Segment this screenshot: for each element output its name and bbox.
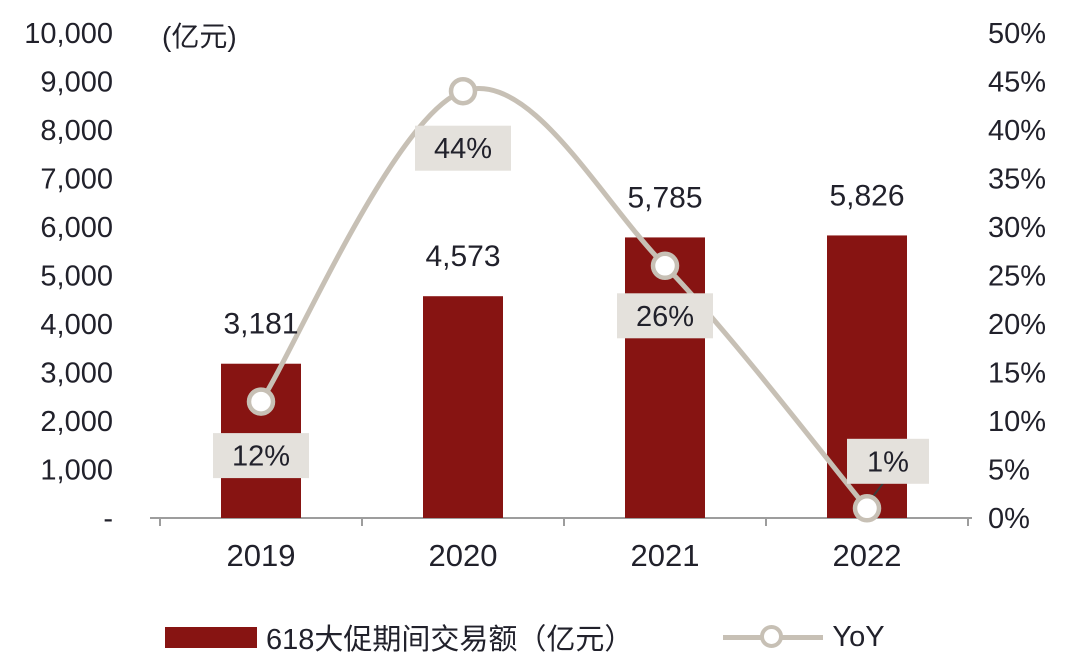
right-axis-tick-label: 35% xyxy=(988,164,1046,196)
yoy-label-2019: 12% xyxy=(232,441,290,473)
bar-value-label-2021: 5,785 xyxy=(627,181,702,214)
left-axis-tick-label: 4,000 xyxy=(40,309,113,341)
yoy-label-2020: 44% xyxy=(434,133,492,165)
left-axis-tick-label: 10,000 xyxy=(24,18,113,50)
right-axis-tick-label: 10% xyxy=(988,406,1046,438)
legend-bar-swatch xyxy=(165,626,257,648)
right-axis-tick-label: 15% xyxy=(988,358,1046,390)
bar-value-label-2020: 4,573 xyxy=(425,240,500,273)
left-axis-tick-label: 2,000 xyxy=(40,406,113,438)
left-axis-tick-label: 1,000 xyxy=(40,455,113,487)
left-axis-title: (亿元) xyxy=(162,21,237,52)
right-axis-tick-label: 5% xyxy=(988,455,1030,487)
x-axis-label: 2020 xyxy=(429,538,498,573)
right-axis-tick-label: 30% xyxy=(988,212,1046,244)
legend-line-label: YoY xyxy=(832,620,885,653)
yoy-marker-2021 xyxy=(650,251,680,281)
bar-2020 xyxy=(423,296,503,518)
yoy-marker-2019 xyxy=(246,387,276,416)
left-axis-tick-label: 8,000 xyxy=(40,115,113,147)
bar-value-label-2022: 5,826 xyxy=(829,179,904,212)
yoy-label-box-2021 xyxy=(617,293,713,339)
x-axis-label: 2019 xyxy=(227,538,296,573)
combo-chart-plot: 10,000 9,000 8,000 7,000 6,000 5,000 4,000 3,00… xyxy=(24,18,1046,573)
left-axis-tick-label: 5,000 xyxy=(40,261,113,293)
yoy-label-2022: 1% xyxy=(867,446,909,478)
yoy-marker-2020 xyxy=(448,76,478,106)
yoy-label-box-2022 xyxy=(847,438,929,484)
bar-2021 xyxy=(625,237,705,519)
right-axis-tick-label: 45% xyxy=(988,67,1046,99)
bar-value-label-2019: 3,181 xyxy=(223,308,298,341)
yoy-marker-2022 xyxy=(852,494,882,523)
right-axis-tick-label: 20% xyxy=(988,309,1046,341)
x-axis-label: 2022 xyxy=(833,538,902,573)
legend: 618大促期间交易额（亿元） YoY xyxy=(165,616,885,658)
yoy-line xyxy=(258,86,870,511)
yoy-label-box-2019 xyxy=(213,433,309,479)
left-axis-tick-label: - xyxy=(103,503,113,535)
right-axis-tick-label: 25% xyxy=(988,261,1046,293)
right-axis-tick-label: 40% xyxy=(988,115,1046,147)
left-axis-tick-label: 9,000 xyxy=(40,67,113,99)
x-axis-label: 2021 xyxy=(631,538,700,573)
yoy-label-2021: 26% xyxy=(636,301,694,333)
left-axis-tick-label: 3,000 xyxy=(40,358,113,390)
left-axis-tick-label: 6,000 xyxy=(40,212,113,244)
right-axis-tick-label: 50% xyxy=(988,18,1046,50)
right-axis-tick-label: 0% xyxy=(988,503,1030,535)
legend-bar-label: 618大促期间交易额（亿元） xyxy=(266,624,634,656)
legend-line-swatch xyxy=(723,625,824,648)
legend-line-marker-icon xyxy=(760,625,784,648)
left-axis-tick-label: 7,000 xyxy=(40,164,113,196)
yoy-label-box-2020 xyxy=(415,125,511,171)
